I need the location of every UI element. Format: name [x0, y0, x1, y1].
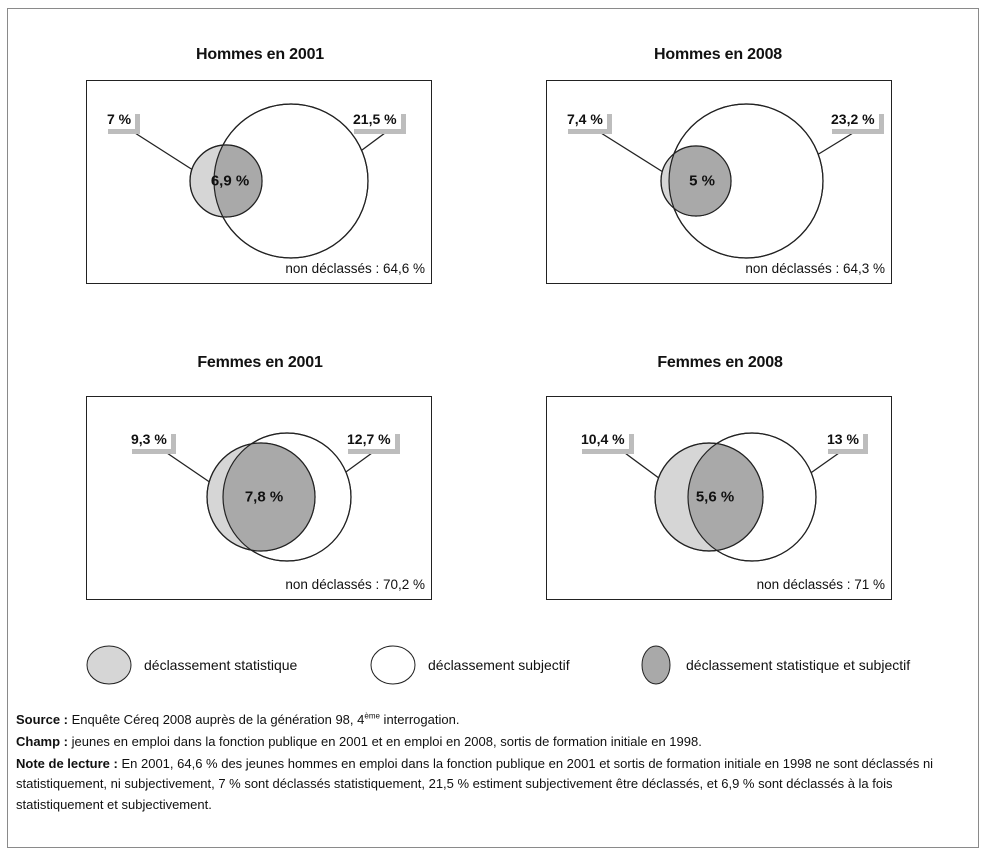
legend-item-subjectif: déclassement subjectif: [368, 644, 570, 686]
legend-item-les-deux: déclassement statistique et subjectif: [636, 644, 910, 686]
figure-notes: Source : Enquête Céreq 2008 auprès de la…: [16, 710, 976, 817]
non-declasses-label: non déclassés : 64,3 %: [745, 261, 885, 276]
value-les-deux: 5 %: [689, 172, 715, 190]
venn-panel-femmes-2001: 9,3 % 12,7 % 7,8 % non déclassés : 70,2 …: [86, 396, 432, 600]
leader-line-subjectif: [357, 132, 386, 154]
legend-swatch-statistique-icon: [86, 645, 132, 685]
region-les-deux: [214, 145, 262, 217]
leader-line-statistique: [166, 452, 212, 484]
value-tag-subjectif: 21,5 %: [349, 109, 401, 129]
legend-item-statistique: déclassement statistique: [84, 644, 297, 686]
panel-title-hommes-2008: Hommes en 2008: [654, 46, 782, 63]
leader-line-statistique: [600, 132, 664, 173]
value-tag-subjectif: 12,7 %: [343, 429, 395, 449]
value-les-deux: 6,9 %: [210, 172, 250, 190]
region-les-deux: [688, 443, 763, 551]
venn-panel-hommes-2008: 7,4 % 23,2 % 5 % non déclassés : 64,3 %: [546, 80, 892, 284]
venn-diagram: [134, 103, 386, 259]
value-les-deux: 7,8 %: [244, 488, 284, 506]
region-les-deux: [669, 146, 731, 216]
value-tag-subjectif: 13 %: [823, 429, 863, 449]
value-tag-statistique: 7 %: [103, 109, 136, 129]
leader-line-subjectif: [816, 132, 854, 156]
venn-diagram: [600, 103, 854, 259]
non-declasses-label: non déclassés : 71 %: [756, 577, 885, 592]
panel-title-femmes-2001: Femmes en 2001: [197, 354, 323, 371]
value-les-deux: 5,6 %: [695, 488, 735, 506]
legend-swatch-les-deux-icon: [641, 645, 671, 685]
note-lecture: Note de lecture : En 2001, 64,6 % des je…: [16, 756, 934, 812]
note-champ: Champ : jeunes en emploi dans la fonctio…: [16, 734, 702, 750]
non-declasses-label: non déclassés : 64,6 %: [285, 261, 425, 276]
figure-frame: [7, 8, 979, 848]
legend-label-subjectif: déclassement subjectif: [428, 657, 570, 673]
venn-diagram: [624, 432, 840, 562]
venn-panel-femmes-2008: 10,4 % 13 % 5,6 % non déclassés : 71 %: [546, 396, 892, 600]
value-tag-statistique: 9,3 %: [127, 429, 171, 449]
value-tag-statistique: 7,4 %: [563, 109, 607, 129]
panel-title-femmes-2008: Femmes en 2008: [657, 354, 783, 371]
legend-label-les-deux: déclassement statistique et subjectif: [686, 657, 911, 673]
venn-diagram: [166, 432, 373, 562]
non-declasses-label: non déclassés : 70,2 %: [285, 577, 425, 592]
legend-label-statistique: déclassement statistique: [144, 657, 298, 673]
legend-swatch-subjectif-icon: [370, 645, 416, 685]
value-tag-subjectif: 23,2 %: [827, 109, 879, 129]
legend: déclassement statistique déclassement su…: [0, 640, 988, 690]
region-les-deux: [223, 443, 315, 551]
leader-line-statistique: [134, 132, 197, 173]
value-tag-statistique: 10,4 %: [577, 429, 629, 449]
panel-title-hommes-2001: Hommes en 2001: [196, 46, 324, 63]
venn-panel-hommes-2001: 7 % 21,5 % 6,9 % non déclassés : 64,6 %: [86, 80, 432, 284]
note-source: Source : Enquête Céreq 2008 auprès de la…: [16, 711, 460, 727]
